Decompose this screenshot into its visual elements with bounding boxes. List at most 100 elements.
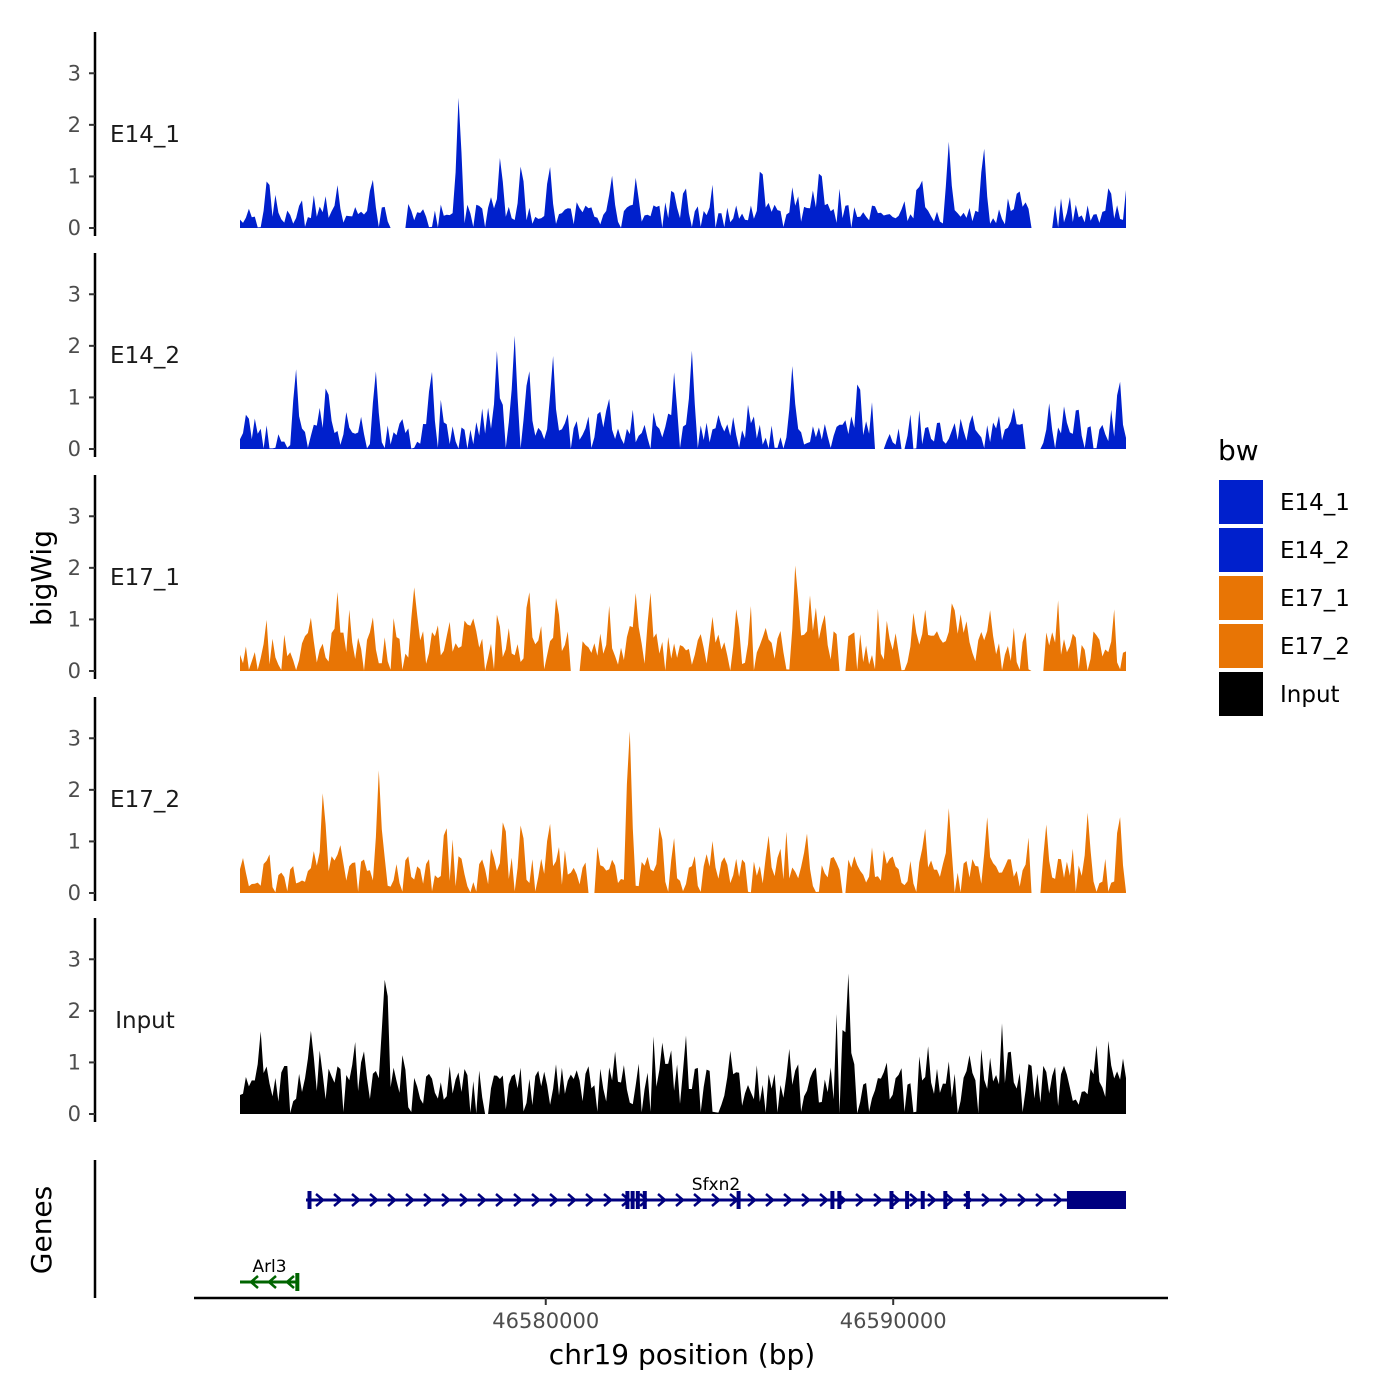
- exon: [965, 1191, 970, 1209]
- strand-arrow: [711, 1193, 721, 1207]
- y-tick-label: 3: [68, 61, 81, 85]
- gene-label: Arl3: [252, 1257, 286, 1277]
- track-label: Input: [115, 1008, 175, 1034]
- exon: [295, 1273, 300, 1291]
- utr-block: [1066, 1191, 1126, 1209]
- strand-arrow: [1035, 1193, 1045, 1207]
- strand-arrow: [477, 1193, 487, 1207]
- legend-swatch: [1219, 528, 1263, 572]
- strand-arrow: [1053, 1193, 1063, 1207]
- strand-arrow: [747, 1193, 757, 1207]
- exon: [736, 1191, 741, 1209]
- strand-arrow: [405, 1193, 415, 1207]
- track-label: E14_2: [110, 343, 180, 369]
- legend-label: E14_2: [1280, 538, 1350, 564]
- x-axis-title: chr19 position (bp): [549, 1338, 815, 1371]
- legend-entry-e17-2: E17_2: [1219, 624, 1350, 668]
- signal-area-input: [240, 973, 1126, 1114]
- y-tick-label: 2: [68, 778, 81, 802]
- strand-arrow: [1017, 1193, 1027, 1207]
- signal-area-e17-2: [240, 731, 1126, 893]
- strand-arrow: [765, 1193, 775, 1207]
- x-tick-label: 46580000: [492, 1309, 599, 1333]
- strand-arrow: [783, 1193, 793, 1207]
- legend-entry-input: Input: [1219, 672, 1340, 716]
- strand-arrow: [945, 1193, 955, 1207]
- legend-swatch: [1219, 672, 1263, 716]
- legend: bw E14_1 E14_2 E17_1 E17_2 Input: [1218, 434, 1350, 716]
- y-tick-label: 1: [68, 1050, 81, 1074]
- strand-arrow: [585, 1193, 595, 1207]
- strand-arrow: [369, 1193, 379, 1207]
- legend-entries: E14_1 E14_2 E17_1 E17_2 Input: [1219, 480, 1350, 716]
- y-tick-label: 3: [68, 947, 81, 971]
- exon: [920, 1191, 925, 1209]
- strand-arrow: [639, 1193, 649, 1207]
- strand-arrow: [567, 1193, 577, 1207]
- exon: [889, 1191, 894, 1209]
- strand-arrow: [981, 1193, 991, 1207]
- strand-arrow: [549, 1193, 559, 1207]
- track-input: 0 1 2 3 Input: [68, 918, 1126, 1126]
- legend-label: E17_1: [1280, 586, 1350, 612]
- track-e17-2: 0 1 2 3 E17_2: [68, 697, 1126, 905]
- strand-arrow: [315, 1193, 325, 1207]
- legend-label: E17_2: [1280, 634, 1350, 660]
- y-tick-label: 3: [68, 726, 81, 750]
- strand-arrow: [495, 1193, 505, 1207]
- strand-arrow: [999, 1193, 1009, 1207]
- legend-swatch: [1219, 624, 1263, 668]
- track-label: E14_1: [110, 122, 180, 148]
- y-tick-label: 2: [68, 556, 81, 580]
- y-tick-label: 3: [68, 504, 81, 528]
- legend-swatch: [1219, 576, 1263, 620]
- strand-arrow: [603, 1193, 613, 1207]
- exon: [943, 1191, 948, 1209]
- exon: [307, 1191, 312, 1209]
- strand-arrow: [675, 1193, 685, 1207]
- strand-arrow: [855, 1193, 865, 1207]
- y-tick-label: 2: [68, 113, 81, 137]
- strand-arrow: [387, 1193, 397, 1207]
- y-tick-label: 0: [68, 216, 81, 240]
- strand-arrow: [693, 1193, 703, 1207]
- track-e14-1: 0 1 2 3 E14_1: [68, 32, 1126, 240]
- track-e14-2: 0 1 2 3 E14_2: [68, 253, 1126, 461]
- legend-label: Input: [1280, 682, 1340, 708]
- legend-label: E14_1: [1280, 490, 1350, 516]
- y-axis-title: bigWig: [25, 530, 58, 626]
- y-tick-label: 2: [68, 999, 81, 1023]
- legend-title: bw: [1218, 434, 1259, 467]
- y-tick-label: 0: [68, 437, 81, 461]
- x-axis: 46580000 46590000: [194, 1296, 1168, 1333]
- gene-arl3: Arl3: [240, 1257, 300, 1291]
- genes-axis-title: Genes: [25, 1186, 58, 1274]
- exon: [625, 1191, 630, 1209]
- legend-entry-e14-1: E14_1: [1219, 480, 1350, 524]
- track-label: E17_1: [110, 565, 180, 591]
- strand-arrow: [891, 1193, 901, 1207]
- y-tick-label: 1: [68, 607, 81, 631]
- strand-arrow: [801, 1193, 811, 1207]
- exon: [905, 1191, 910, 1209]
- legend-swatch: [1219, 480, 1263, 524]
- strand-arrow: [249, 1275, 259, 1289]
- gene-sfxn2: Sfxn2: [306, 1175, 1126, 1209]
- y-tick-label: 0: [68, 659, 81, 683]
- signal-area-e14-1: [240, 97, 1126, 228]
- exon: [635, 1191, 640, 1209]
- strand-arrow: [441, 1193, 451, 1207]
- exon: [837, 1191, 842, 1209]
- exon: [630, 1191, 635, 1209]
- strand-arrow: [333, 1193, 343, 1207]
- y-tick-label: 0: [68, 881, 81, 905]
- gene-label: Sfxn2: [692, 1175, 740, 1195]
- strand-arrow: [657, 1193, 667, 1207]
- track-label: E17_2: [110, 787, 180, 813]
- signal-tracks: 0 1 2 3 E14_1 0 1 2 3 E14_2 0 1 2 3 E17_1 0 1 2 3 E17_2 0 1 2 3…: [68, 32, 1126, 1126]
- strand-arrow: [531, 1193, 541, 1207]
- exon: [830, 1191, 835, 1209]
- strand-arrow: [285, 1275, 295, 1289]
- gene-track: Sfxn2 Arl3: [93, 1160, 1126, 1298]
